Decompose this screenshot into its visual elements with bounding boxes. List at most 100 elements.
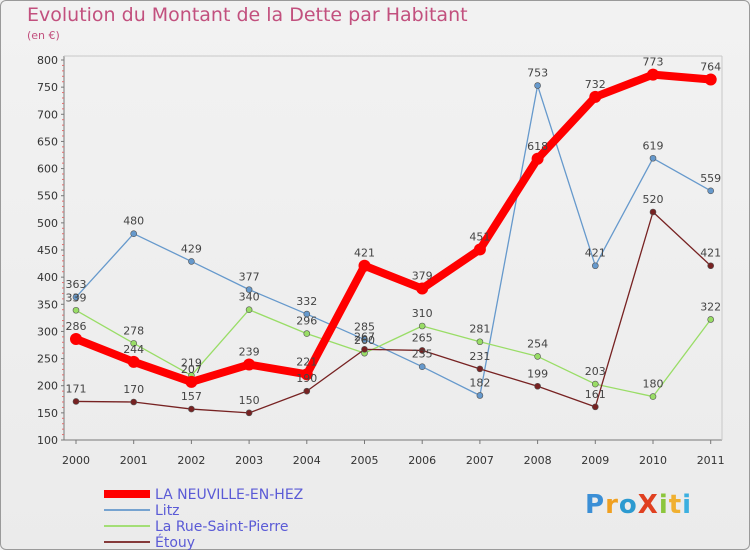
data-label: 244 bbox=[123, 343, 144, 356]
data-label: 182 bbox=[469, 376, 490, 389]
legend-label: La Rue-Saint-Pierre bbox=[155, 519, 288, 535]
data-point bbox=[300, 368, 313, 381]
data-label: 180 bbox=[643, 378, 664, 391]
data-label: 332 bbox=[296, 295, 317, 308]
data-label: 451 bbox=[469, 230, 490, 243]
data-labels: 363 480 429 377 332 285 235 182 753 421 619 559 339 2… bbox=[66, 56, 722, 407]
data-label: 171 bbox=[66, 382, 87, 395]
data-label: 199 bbox=[527, 367, 548, 380]
y-tick-label: 150 bbox=[37, 407, 58, 420]
x-tick-label: 2005 bbox=[351, 454, 379, 467]
x-tick-label: 2010 bbox=[639, 454, 667, 467]
series-lines bbox=[72, 70, 715, 414]
data-label: 480 bbox=[123, 215, 144, 228]
data-point bbox=[185, 375, 198, 388]
data-label: 150 bbox=[239, 394, 260, 407]
data-label: 429 bbox=[181, 242, 202, 255]
data-point bbox=[707, 262, 715, 270]
data-label: 773 bbox=[643, 56, 664, 69]
data-label: 339 bbox=[66, 291, 87, 304]
data-label: 157 bbox=[181, 390, 202, 403]
data-point bbox=[591, 262, 599, 270]
data-label: 231 bbox=[469, 350, 490, 363]
data-point bbox=[649, 154, 657, 162]
data-point bbox=[130, 340, 137, 347]
x-tick-label: 2009 bbox=[581, 454, 609, 467]
y-tick-label: 450 bbox=[37, 244, 58, 257]
data-label: 764 bbox=[700, 61, 721, 74]
data-point bbox=[531, 152, 544, 165]
data-point bbox=[649, 393, 657, 400]
data-point bbox=[476, 392, 484, 399]
axes: 100 150 200 250 300 350 400 450 500 550 600 650 700 7… bbox=[37, 54, 725, 467]
y-tick-label: 250 bbox=[37, 353, 58, 366]
series-line-1 bbox=[75, 84, 712, 397]
data-point bbox=[476, 365, 484, 373]
x-tick-label: 2011 bbox=[697, 454, 725, 467]
y-tick-label: 750 bbox=[37, 81, 58, 94]
x-tick-label: 2007 bbox=[466, 454, 494, 467]
y-tick-label: 600 bbox=[37, 163, 58, 176]
series-line-3 bbox=[75, 211, 712, 414]
y-tick-label: 550 bbox=[37, 190, 58, 203]
data-point bbox=[72, 398, 80, 405]
y-tick-label: 350 bbox=[37, 298, 58, 311]
logo-letter: t bbox=[668, 490, 683, 520]
data-label: 170 bbox=[123, 383, 144, 396]
legend-label: Litz bbox=[155, 503, 180, 519]
data-point bbox=[127, 355, 140, 368]
data-point bbox=[303, 310, 311, 318]
data-label: 421 bbox=[354, 247, 375, 260]
data-point bbox=[188, 405, 195, 413]
data-label: 254 bbox=[527, 337, 548, 350]
chart-subtitle: (en €) bbox=[27, 29, 60, 42]
data-label: 619 bbox=[643, 139, 664, 152]
data-point bbox=[534, 82, 541, 89]
data-points bbox=[70, 68, 717, 417]
x-tick-label: 2003 bbox=[235, 454, 263, 467]
data-point bbox=[245, 286, 253, 293]
logo-letter: i bbox=[658, 490, 669, 520]
x-tick-label: 2001 bbox=[120, 454, 148, 467]
data-point bbox=[361, 336, 368, 343]
data-label: 732 bbox=[585, 78, 606, 91]
data-label: 285 bbox=[354, 321, 375, 334]
data-label: 559 bbox=[700, 172, 721, 185]
data-point bbox=[418, 347, 426, 354]
y-tick-label: 200 bbox=[37, 380, 58, 393]
data-label: 753 bbox=[527, 67, 548, 80]
data-point bbox=[130, 230, 137, 238]
data-label: 322 bbox=[700, 300, 721, 313]
data-label: 340 bbox=[239, 291, 260, 304]
data-point bbox=[591, 380, 599, 388]
y-tick-label: 100 bbox=[37, 434, 58, 447]
data-point bbox=[591, 403, 599, 411]
x-tick-label: 2002 bbox=[177, 454, 205, 467]
data-label: 296 bbox=[296, 315, 317, 328]
data-point bbox=[72, 293, 80, 301]
data-point bbox=[245, 306, 253, 314]
x-tick-label: 2004 bbox=[293, 454, 321, 467]
data-point bbox=[589, 90, 602, 103]
data-label: 207 bbox=[181, 363, 202, 376]
data-label: 260 bbox=[354, 334, 375, 347]
data-label: 265 bbox=[412, 331, 433, 344]
data-label: 520 bbox=[643, 193, 664, 206]
data-point bbox=[476, 338, 484, 346]
data-label: 267 bbox=[354, 330, 375, 343]
data-label: 421 bbox=[700, 247, 721, 260]
legend-label: LA NEUVILLE-EN-HEZ bbox=[155, 487, 303, 503]
data-point bbox=[358, 259, 371, 272]
data-label: 310 bbox=[412, 307, 433, 320]
data-label: 377 bbox=[239, 271, 260, 284]
data-point bbox=[704, 73, 717, 86]
data-point bbox=[649, 208, 657, 216]
data-point bbox=[418, 322, 426, 330]
data-point bbox=[303, 330, 311, 337]
data-label: 278 bbox=[123, 324, 144, 337]
data-point bbox=[243, 358, 256, 371]
series-line-2 bbox=[75, 309, 712, 398]
data-label: 221 bbox=[296, 355, 317, 368]
